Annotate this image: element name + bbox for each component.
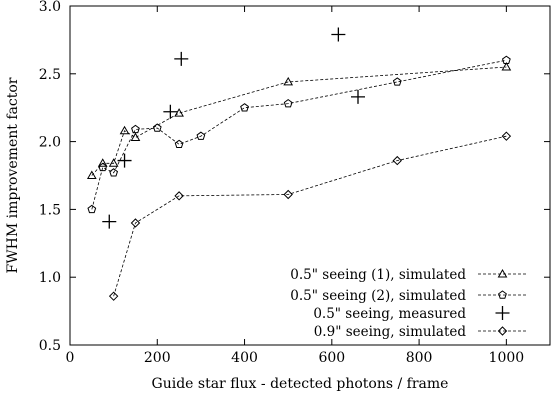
data-point [501,55,511,64]
data-point [86,170,97,179]
legend-item: 0.5" seeing, measured [313,306,510,322]
data-point [102,214,117,229]
data-point [152,123,162,132]
y-axis-label: FWHM improvement factor [5,77,21,273]
y-tick-label: 2.5 [39,67,61,83]
y-tick-label: 1.5 [39,202,61,218]
legend: 0.5" seeing (1), simulated 0.5" seeing (2… [290,267,527,340]
legend-marker [495,306,510,320]
data-point [131,124,140,134]
data-point [174,191,184,201]
y-tick-label: 1.0 [39,270,61,286]
axes [69,5,551,346]
data-point [130,218,141,228]
data-point [87,204,97,214]
data-point [174,108,184,117]
legend-marker [497,326,508,336]
data-point [283,99,293,108]
x-tick-label: 600 [318,350,345,366]
legend-label: 0.5" seeing (1), simulated [290,267,466,283]
data-point [331,27,346,42]
legend-item: 0.5" seeing (2), simulated [290,288,527,304]
data-point [108,158,119,167]
data-point [174,139,184,149]
legend-marker [498,290,507,299]
ticks: 0 200 400 600 800 1000 0.5 1.0 1.5 2.0 2.5 3.0 [39,0,550,366]
legend-item: 0.9" seeing, simulated [314,324,527,340]
legend-marker [497,268,508,278]
data-point [108,291,119,301]
x-tick-label: 800 [406,350,433,366]
data-point [392,77,402,86]
x-tick-label: 400 [231,350,258,366]
plot-frame [69,5,551,346]
data-point [501,62,512,71]
data-point [117,153,132,168]
legend-item: 0.5" seeing (1), simulated [290,267,527,283]
data-point [351,89,365,104]
series-3 [102,27,365,229]
data-point [97,158,108,167]
y-tick-label: 3.0 [39,0,61,15]
x-tick-label: 0 [66,350,75,366]
data-point [392,155,402,166]
data-point [283,76,294,86]
x-axis-label: Guide star flux - detected photons / fra… [152,376,449,392]
data-point [119,125,130,135]
data-point [196,131,206,140]
y-tick-label: 0.5 [39,338,61,354]
series-line [91,66,507,176]
plot-area [86,27,512,301]
legend-label: 0.5" seeing, measured [313,306,466,322]
series-line [113,135,507,297]
series-4 [108,131,512,301]
data-point [130,132,141,142]
series-line [91,59,507,210]
y-tick-label: 2.0 [39,135,61,151]
data-point [174,51,189,66]
series-1 [86,62,512,179]
data-point [501,131,512,141]
data-point [163,104,178,119]
legend-label: 0.9" seeing, simulated [314,324,467,340]
series-2 [87,55,511,214]
x-tick-label: 200 [144,350,171,366]
axis-labels: Guide star flux - detected photons / fra… [5,77,448,392]
legend-label: 0.5" seeing (2), simulated [290,288,466,304]
data-point [240,103,249,112]
data-point [109,168,119,177]
data-point [98,162,108,172]
data-point [283,189,293,200]
x-tick-label: 1000 [489,350,525,366]
